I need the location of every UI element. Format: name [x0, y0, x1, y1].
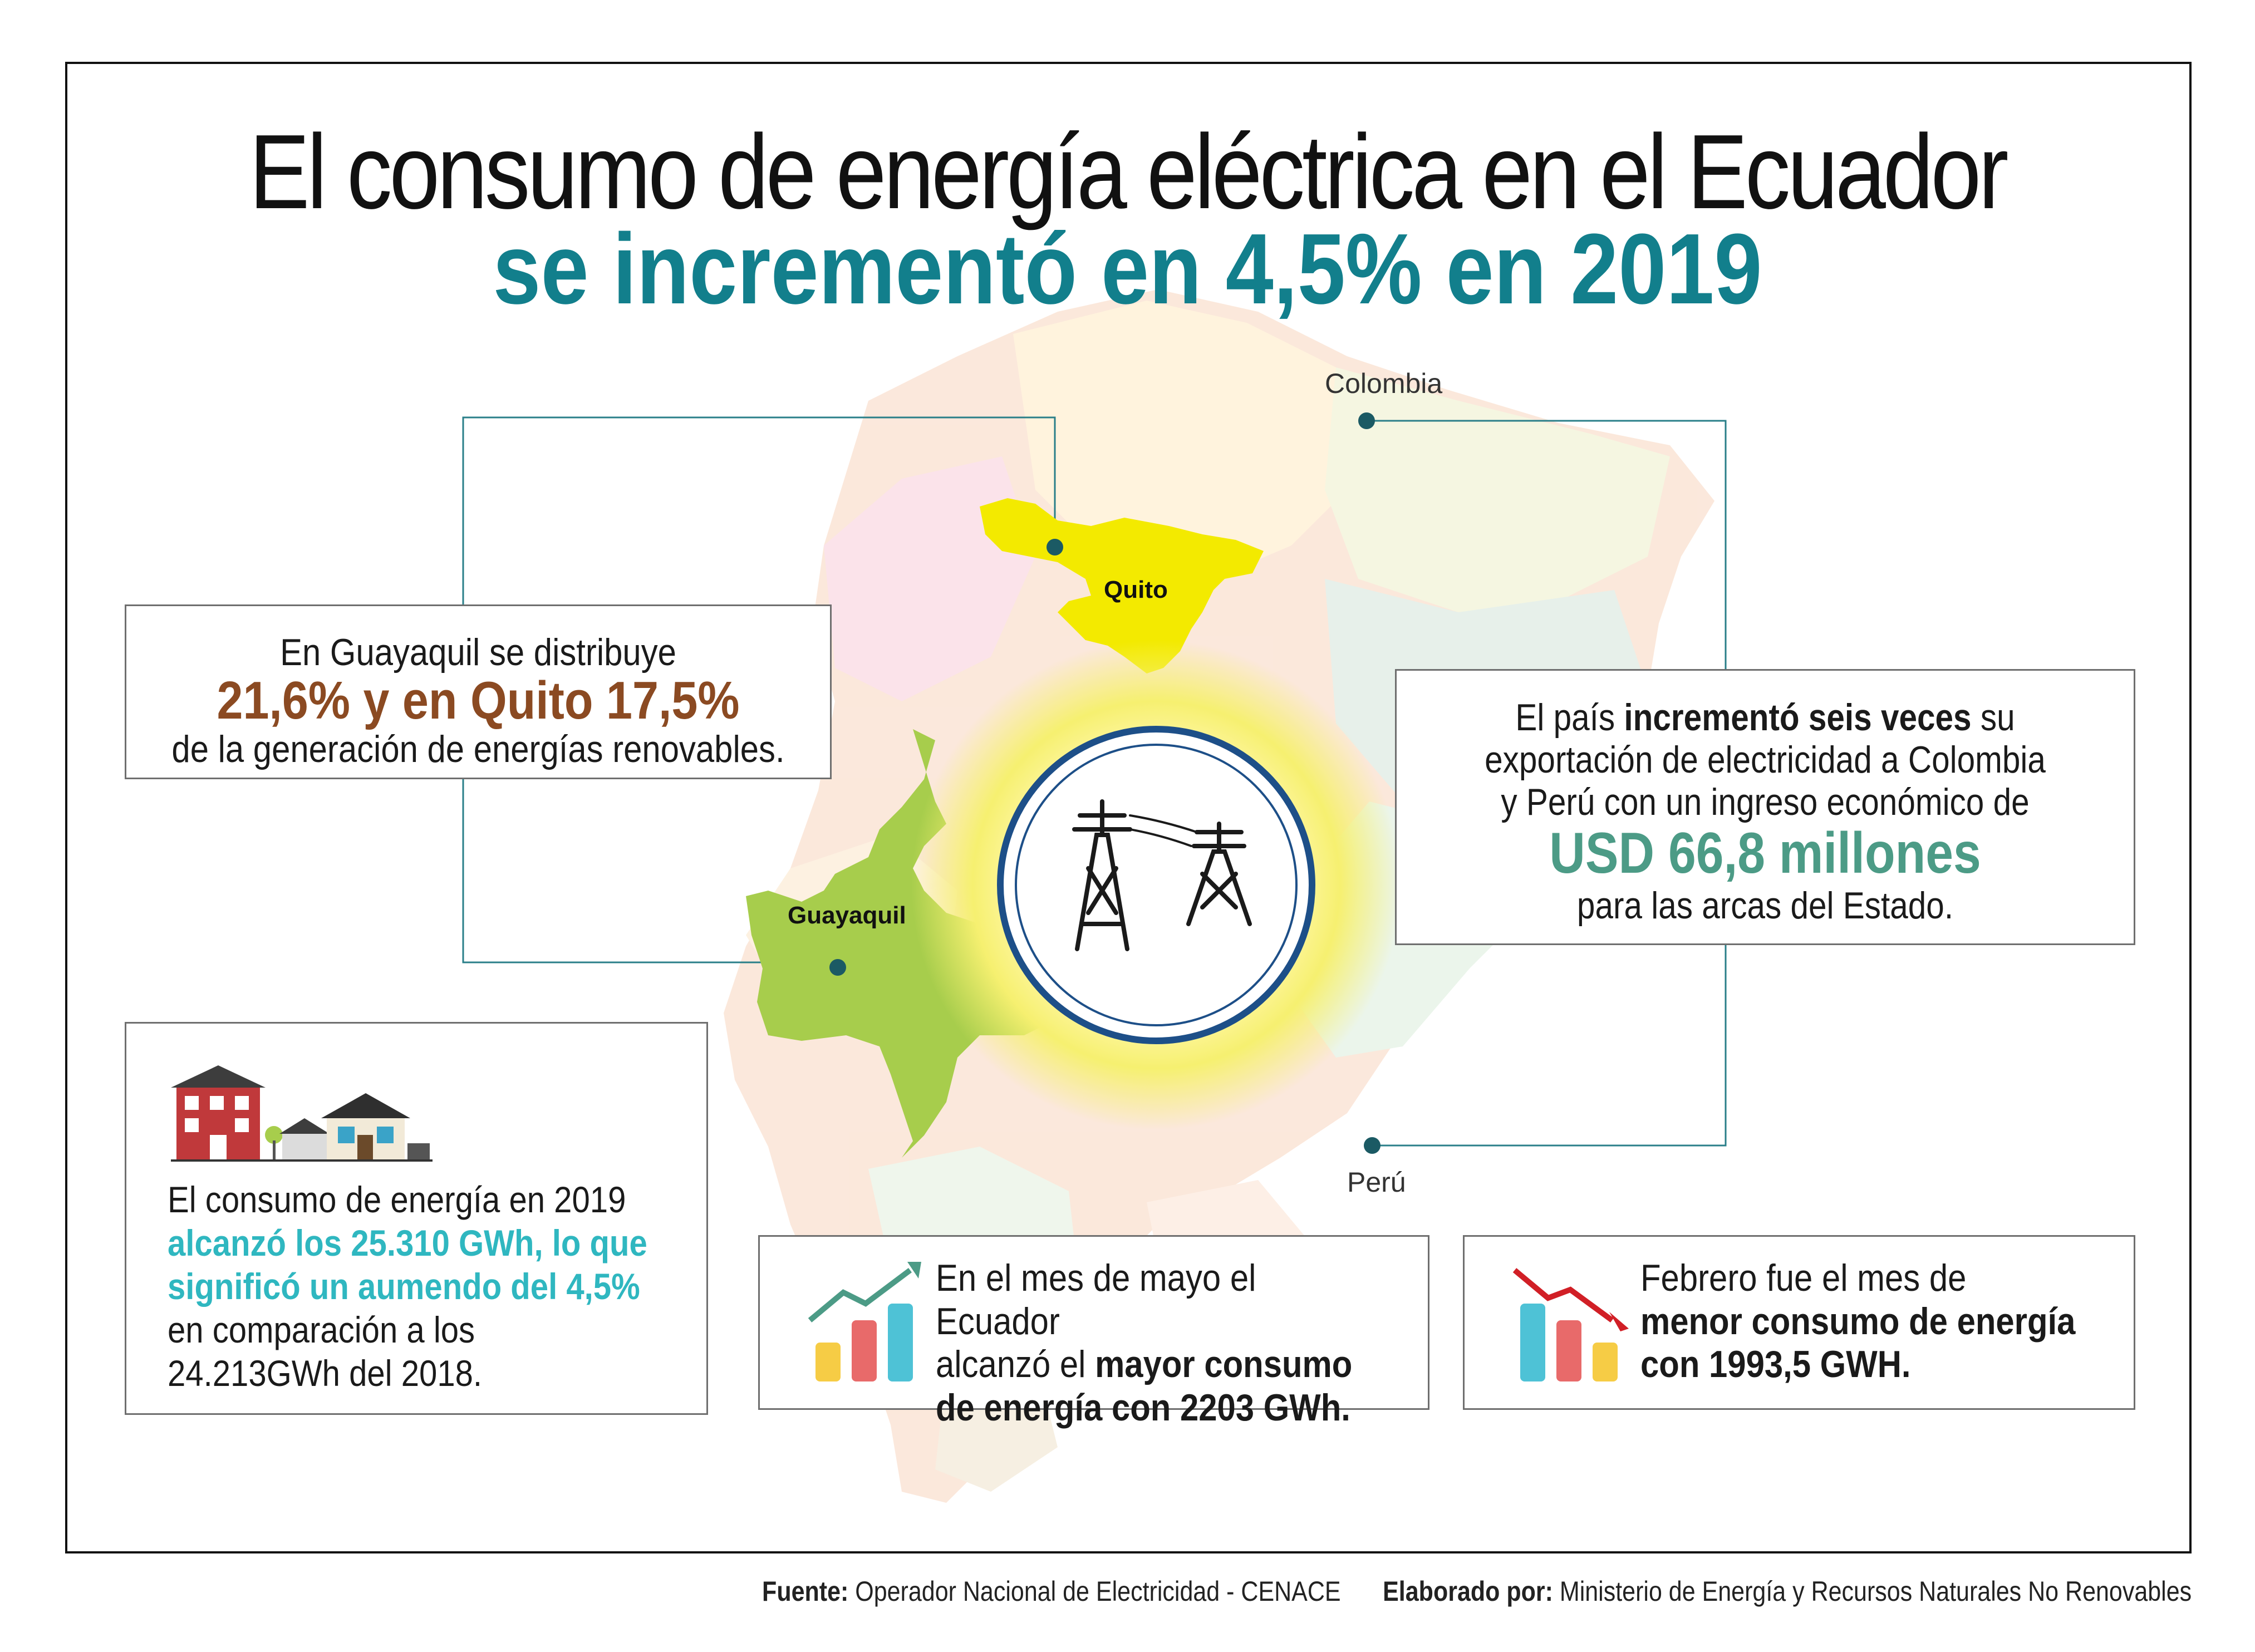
renewables-highlight: 21,6% y en Quito 17,5% [217, 671, 740, 730]
may-line1: En el mes de mayo el Ecuador [936, 1257, 1256, 1343]
label-colombia: Colombia [1325, 368, 1443, 399]
feb-line3: con 1993,5 GWH. [1640, 1343, 1911, 1386]
export-line5: para las arcas del Estado. [1576, 884, 1954, 927]
renewables-line3: de la generación de energías renovables. [171, 728, 785, 770]
page-title: El consumo de energía eléctrica en el Ec… [249, 113, 2009, 231]
chart-down-icon [1512, 1268, 1629, 1381]
export-card: El país incrementó seis veces su exporta… [1395, 669, 2135, 945]
made-text: Ministerio de Energía y Recursos Natural… [1553, 1576, 2192, 1607]
city-guayaquil: Guayaquil [788, 902, 906, 929]
export-line2: exportación de electricidad a Colombia [1485, 739, 2046, 781]
houses-icon [171, 1065, 433, 1162]
source-label: Fuente: [762, 1576, 849, 1607]
may-line3: de energía con 2203 GWh. [936, 1386, 1350, 1429]
guayaquil-province [746, 729, 1058, 1158]
footer-credits: Fuente: Operador Nacional de Electricida… [762, 1575, 2192, 1607]
map-dots [829, 412, 1380, 1154]
made-label: Elaborado por: [1382, 1576, 1553, 1607]
renewables-card: En Guayaquil se distribuye 21,6% y en Qu… [125, 604, 832, 779]
label-peru: Perú [1347, 1167, 1406, 1198]
may-line2: alcanzó el mayor consumo [936, 1343, 1353, 1386]
consumption-line1: El consumo de energía en 2019 [168, 1179, 626, 1220]
source-text: Operador Nacional de Electricidad - CENA… [848, 1576, 1341, 1607]
power-tower-icon [1072, 799, 1252, 951]
tower-circle [997, 726, 1315, 1044]
export-highlight: USD 66,8 millones [1549, 821, 1981, 886]
consumption-card: El consumo de energía en 2019 alcanzó lo… [125, 1022, 708, 1415]
renewables-line1: En Guayaquil se distribuye [280, 631, 676, 673]
consumption-highlight: alcanzó los 25.310 GWh, lo que significó… [168, 1222, 647, 1307]
infographic-frame [65, 62, 2192, 1553]
may-card: En el mes de mayo el Ecuador alcanzó el … [758, 1235, 1429, 1429]
export-line3: y Perú con un ingreso económico de [1501, 781, 2030, 824]
page-subtitle: se incrementó en 4,5% en 2019 [493, 213, 1762, 325]
export-line1: El país incrementó seis veces su [1515, 696, 2015, 739]
chart-up-icon [808, 1262, 921, 1381]
consumption-rest: en comparación a los 24.213GWh del 2018. [168, 1309, 483, 1394]
city-quito: Quito [1104, 576, 1168, 603]
feb-line2: menor consumo de energía [1640, 1300, 2076, 1343]
feb-line1: Febrero fue el mes de [1640, 1257, 1967, 1299]
feb-card: Febrero fue el mes de menor consumo de e… [1463, 1235, 2135, 1410]
